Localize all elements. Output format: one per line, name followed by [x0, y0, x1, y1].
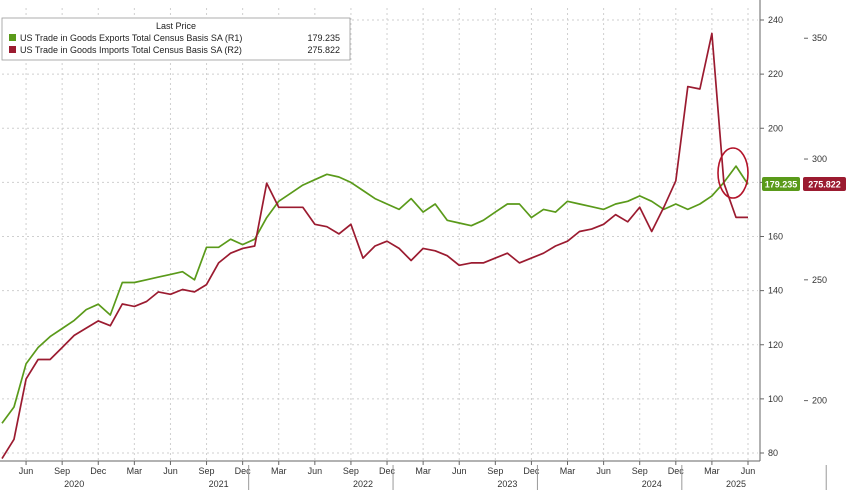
x-tick-label: Sep — [632, 466, 648, 476]
legend-box — [1, 17, 351, 61]
x-tick-label: Mar — [271, 466, 287, 476]
last-price-tag-imports — [803, 177, 846, 191]
x-tick-label: Jun — [163, 466, 178, 476]
x-tick-label: Sep — [343, 466, 359, 476]
y-tick-r1: 140 — [768, 286, 783, 296]
x-year-label: 2020 — [64, 479, 84, 489]
series-line-imports — [1, 32, 748, 460]
y-tick-r1: 100 — [768, 394, 783, 404]
x-tick-label: Dec — [235, 466, 252, 476]
y-tick-r1: 220 — [768, 69, 783, 79]
last-price-label-exports: 179.235 — [765, 180, 798, 190]
legend-label-exports: US Trade in Goods Exports Total Census B… — [20, 33, 242, 43]
y-tick-r2: 350 — [812, 33, 827, 43]
x-tick-label: Sep — [199, 466, 215, 476]
last-price-label-imports: 275.822 — [808, 180, 841, 190]
y-tick-r1: 200 — [768, 123, 783, 133]
series-line-exports — [1, 165, 749, 424]
legend-swatch-exports — [9, 34, 16, 41]
legend-header: Last Price — [156, 21, 196, 31]
last-price-tags: 179.235 275.822 — [762, 177, 846, 191]
x-year-label: 2021 — [209, 479, 229, 489]
grid — [2, 8, 758, 461]
x-tick-label: Jun — [308, 466, 323, 476]
y-axis-r1-ticks: 80100120140160180200220240 — [760, 15, 783, 458]
legend-swatch-imports — [9, 46, 16, 53]
legend-label-imports: US Trade in Goods Imports Total Census B… — [20, 45, 242, 55]
x-tick-label: Jun — [19, 466, 34, 476]
x-tick-label: Dec — [90, 466, 107, 476]
x-tick-label: Mar — [704, 466, 720, 476]
y-tick-r2: 250 — [812, 275, 827, 285]
y-tick-r2: 300 — [812, 154, 827, 164]
highlight-circle — [717, 147, 749, 199]
x-year-label: 2024 — [642, 479, 662, 489]
y-axis-r2-ticks: 200 250 300 350 — [804, 33, 827, 406]
legend-value-imports: 275.822 — [307, 45, 340, 55]
legend-value-exports: 179.235 — [307, 33, 340, 43]
y-tick-r2: 200 — [812, 396, 827, 406]
y-tick-r1: 160 — [768, 232, 783, 242]
series-lines — [1, 32, 749, 460]
x-tick-label: Jun — [596, 466, 611, 476]
x-year-label: 2022 — [353, 479, 373, 489]
x-tick-label: Dec — [668, 466, 685, 476]
last-price-tag-exports — [762, 177, 800, 191]
x-tick-label: Mar — [560, 466, 576, 476]
x-tick-label: Mar — [415, 466, 431, 476]
x-tick-label: Dec — [523, 466, 540, 476]
x-tick-label: Jun — [741, 466, 756, 476]
axes — [0, 0, 761, 462]
y-tick-r1: 120 — [768, 340, 783, 350]
x-tick-label: Jun — [452, 466, 467, 476]
x-axis-years: 2020 2021 2022 2023 2024 2025 — [64, 465, 827, 490]
legend: Last Price US Trade in Goods Exports Tot… — [1, 17, 351, 61]
x-tick-label: Mar — [127, 466, 143, 476]
x-year-label: 2025 — [726, 479, 746, 489]
y-tick-r1: 240 — [768, 15, 783, 25]
x-axis-ticks: Jun Sep Dec Mar Jun Sep Dec Mar Jun Sep Dec Mar Jun S… — [19, 461, 755, 476]
x-year-label: 2023 — [497, 479, 517, 489]
x-tick-label: Dec — [379, 466, 396, 476]
x-tick-label: Sep — [54, 466, 70, 476]
x-tick-label: Sep — [487, 466, 503, 476]
y-tick-r1: 80 — [768, 448, 778, 458]
